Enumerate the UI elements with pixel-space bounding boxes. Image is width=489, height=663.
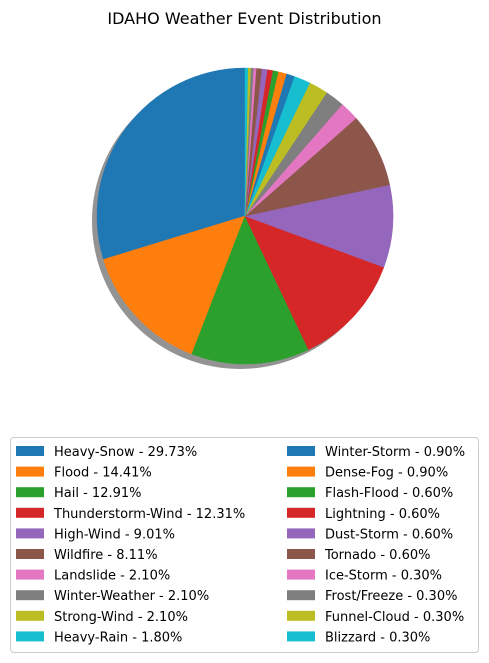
legend-item: Landslide - 2.10% bbox=[16, 569, 170, 584]
legend-label: Tornado - 0.60% bbox=[324, 548, 430, 563]
legend-item: Winter-Storm - 0.90% bbox=[287, 445, 465, 460]
legend-item: Wildfire - 8.11% bbox=[16, 548, 158, 563]
legend-swatch bbox=[287, 549, 315, 559]
legend-item: Ice-Storm - 0.30% bbox=[287, 569, 442, 584]
legend-label: Winter-Storm - 0.90% bbox=[325, 445, 465, 460]
legend-swatch bbox=[287, 569, 315, 580]
legend-swatch bbox=[16, 590, 44, 601]
pie-slices bbox=[96, 67, 394, 365]
legend-swatch bbox=[16, 446, 44, 456]
legend-swatch bbox=[16, 569, 44, 580]
legend-item: Lightning - 0.60% bbox=[287, 507, 440, 522]
legend-item: Frost/Freeze - 0.30% bbox=[287, 589, 457, 604]
legend-item: Dense-Fog - 0.90% bbox=[287, 466, 448, 481]
legend-swatch bbox=[16, 549, 44, 559]
legend-swatch bbox=[16, 507, 44, 518]
legend-label: Dust-Storm - 0.60% bbox=[325, 527, 453, 542]
legend-frame bbox=[10, 437, 479, 653]
legend-label: Heavy-Snow - 29.73% bbox=[54, 445, 197, 460]
legend-item: Hail - 12.91% bbox=[16, 486, 142, 501]
legend-label: Flash-Flood - 0.60% bbox=[325, 486, 453, 501]
legend-swatch bbox=[16, 610, 44, 621]
legend-swatch bbox=[16, 487, 44, 498]
legend-item: Flash-Flood - 0.60% bbox=[287, 486, 453, 501]
legend-item: Dust-Storm - 0.60% bbox=[287, 527, 453, 542]
legend-swatch bbox=[287, 466, 315, 477]
legend-swatch bbox=[16, 631, 44, 642]
legend-label: Wildfire - 8.11% bbox=[54, 548, 158, 563]
legend-item: Heavy-Snow - 29.73% bbox=[16, 445, 197, 460]
legend-item: Strong-Wind - 2.10% bbox=[16, 610, 188, 625]
legend-label: Landslide - 2.10% bbox=[54, 569, 170, 584]
legend-swatch bbox=[287, 610, 315, 621]
chart-title: IDAHO Weather Event Distribution bbox=[107, 9, 381, 28]
legend-label: Hail - 12.91% bbox=[54, 486, 142, 501]
legend-swatch bbox=[287, 507, 315, 518]
pie-slice-blizzard bbox=[244, 67, 249, 217]
legend-item: High-Wind - 9.01% bbox=[16, 527, 175, 542]
legend-swatch bbox=[287, 528, 315, 539]
pie-slice-heavy-snow bbox=[96, 67, 246, 260]
legend-swatch bbox=[287, 446, 315, 456]
pie-slice-hail bbox=[191, 215, 309, 365]
legend-label: Ice-Storm - 0.30% bbox=[325, 569, 442, 584]
legend-label: Flood - 14.41% bbox=[54, 466, 152, 481]
legend-label: Strong-Wind - 2.10% bbox=[54, 610, 188, 625]
pie-slice-high-wind bbox=[244, 184, 394, 268]
legend-swatch bbox=[16, 528, 44, 539]
legend-item: Funnel-Cloud - 0.30% bbox=[287, 610, 464, 625]
legend-item: Winter-Weather - 2.10% bbox=[16, 589, 209, 604]
legend-label: Blizzard - 0.30% bbox=[325, 630, 430, 645]
legend-label: Thunderstorm-Wind - 12.31% bbox=[53, 507, 245, 522]
legend-item: Thunderstorm-Wind - 12.31% bbox=[16, 507, 245, 522]
legend-item: Heavy-Rain - 1.80% bbox=[16, 630, 182, 645]
legend-swatch bbox=[287, 631, 315, 642]
legend-swatch bbox=[16, 466, 44, 477]
legend-label: Heavy-Rain - 1.80% bbox=[54, 630, 182, 645]
legend-label: Winter-Weather - 2.10% bbox=[54, 589, 209, 604]
legend-label: Lightning - 0.60% bbox=[325, 507, 440, 522]
legend-label: High-Wind - 9.01% bbox=[54, 527, 175, 542]
legend-item: Blizzard - 0.30% bbox=[287, 630, 430, 645]
pie-slice-thunderstorm-wind bbox=[244, 215, 385, 351]
legend-label: Frost/Freeze - 0.30% bbox=[325, 589, 457, 604]
legend: Heavy-Snow - 29.73% Flood - 14.41% Hail - … bbox=[16, 445, 465, 645]
legend-swatch bbox=[287, 590, 315, 601]
legend-label: Funnel-Cloud - 0.30% bbox=[325, 610, 464, 625]
legend-label: Dense-Fog - 0.90% bbox=[325, 466, 448, 481]
pie-slice-flood bbox=[103, 215, 246, 355]
legend-item: Tornado - 0.60% bbox=[287, 548, 430, 563]
legend-swatch bbox=[287, 487, 315, 498]
legend-item: Flood - 14.41% bbox=[16, 466, 152, 481]
